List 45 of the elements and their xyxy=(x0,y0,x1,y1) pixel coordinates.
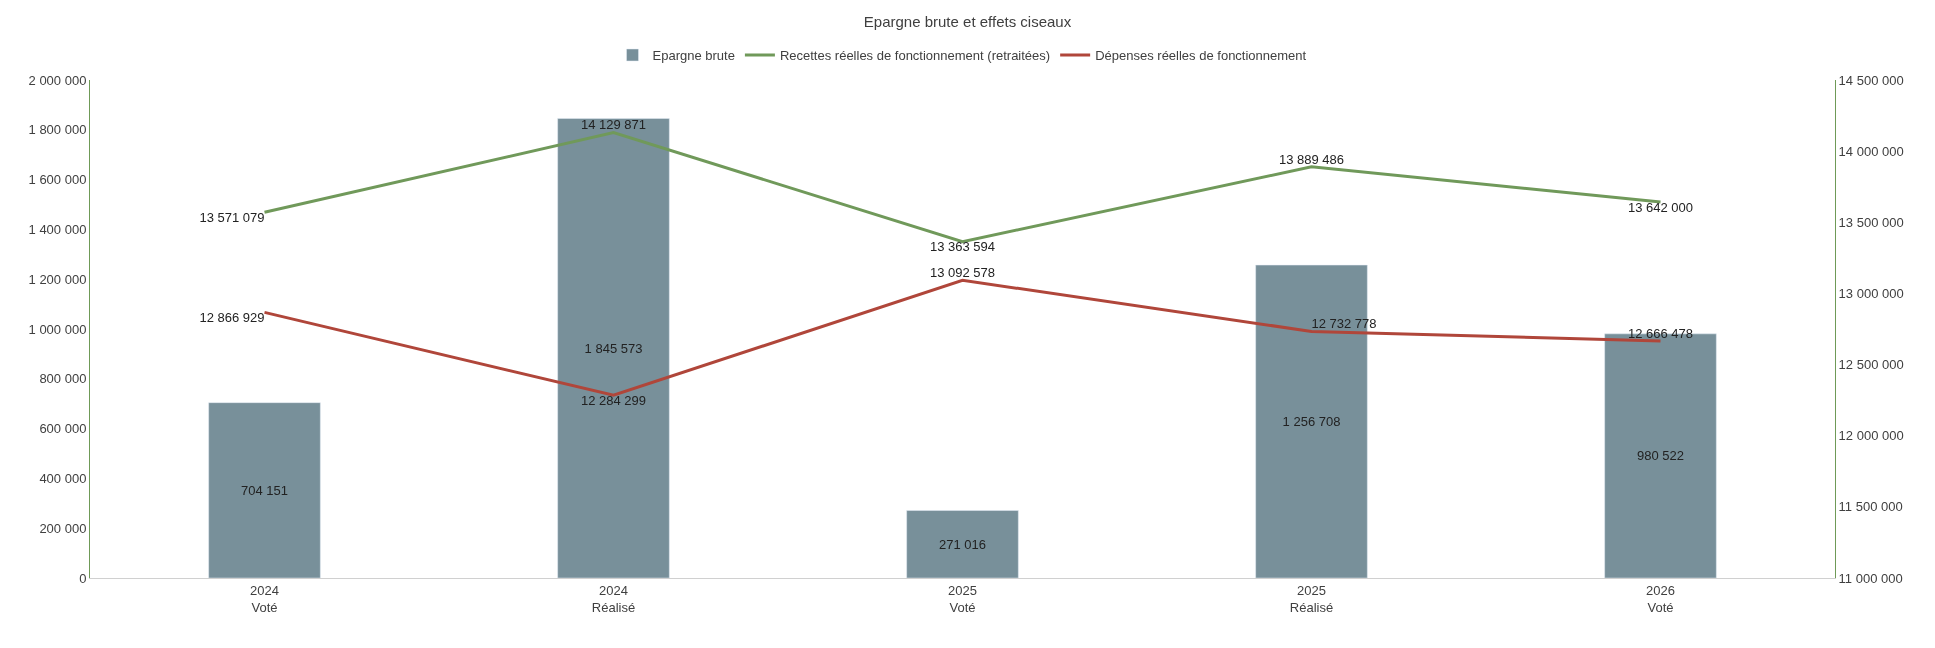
data-label: 12 666 478 xyxy=(1627,325,1694,341)
data-label: 12 284 299 xyxy=(580,393,647,409)
bar xyxy=(557,118,670,578)
y-tick-label: 0 xyxy=(79,570,87,586)
data-label: 271 016 xyxy=(939,536,986,552)
data-label: 980 522 xyxy=(1637,448,1684,464)
legend-label: Epargne brute xyxy=(652,48,735,64)
data-label: 1 845 573 xyxy=(584,340,643,356)
data-label: 14 129 871 xyxy=(580,117,647,133)
y-tick-label: 1 200 000 xyxy=(28,271,87,287)
x-tick-label: 2025 Réalisé xyxy=(1289,582,1334,615)
y-tick-label: 1 400 000 xyxy=(28,221,87,237)
x-tick-label: 2026 Voté xyxy=(1646,582,1675,615)
y2-tick-label: 13 000 000 xyxy=(1838,285,1904,301)
data-label: 13 642 000 xyxy=(1627,199,1694,215)
y2-tick-label: 12 000 000 xyxy=(1838,428,1904,444)
y2-tick-label: 13 500 000 xyxy=(1838,214,1904,230)
y-tick-label: 1 800 000 xyxy=(28,122,87,138)
x-tick-label: 2024 Voté xyxy=(250,582,279,615)
y-tick-label: 600 000 xyxy=(39,421,87,437)
data-label: 1 256 708 xyxy=(1282,414,1341,430)
legend-label: Recettes réelles de fonctionnement (retraitées) xyxy=(779,48,1051,64)
legend-label: Dépenses réelles de fonctionnement xyxy=(1095,48,1307,64)
bar xyxy=(208,402,321,578)
y-tick-label: 200 000 xyxy=(39,520,87,536)
x-tick-label: 2024 Réalisé xyxy=(591,582,636,615)
y-tick-label: 1 600 000 xyxy=(28,172,87,188)
y-tick-label: 800 000 xyxy=(39,371,87,387)
y-tick-label: 400 000 xyxy=(39,470,87,486)
data-label: 13 889 486 xyxy=(1278,151,1345,167)
chart-title: Epargne brute et effets ciseaux xyxy=(863,12,1072,30)
y2-tick-label: 14 000 000 xyxy=(1838,143,1904,159)
data-label: 13 571 079 xyxy=(199,209,265,225)
y2-tick-label: 11 500 000 xyxy=(1838,499,1903,515)
data-label: 13 092 578 xyxy=(929,265,996,281)
data-label: 12 866 929 xyxy=(199,310,265,326)
data-label: 13 363 594 xyxy=(929,239,996,255)
y-tick-label: 1 000 000 xyxy=(28,321,87,337)
data-label: 704 151 xyxy=(241,482,288,498)
x-tick-label: 2025 Voté xyxy=(948,582,977,615)
bar xyxy=(906,510,1019,578)
y2-tick-label: 12 500 000 xyxy=(1838,357,1904,373)
y-tick-label: 2 000 000 xyxy=(28,72,87,88)
y2-tick-label: 14 500 000 xyxy=(1838,72,1904,88)
y2-tick-label: 11 000 000 xyxy=(1838,570,1903,586)
